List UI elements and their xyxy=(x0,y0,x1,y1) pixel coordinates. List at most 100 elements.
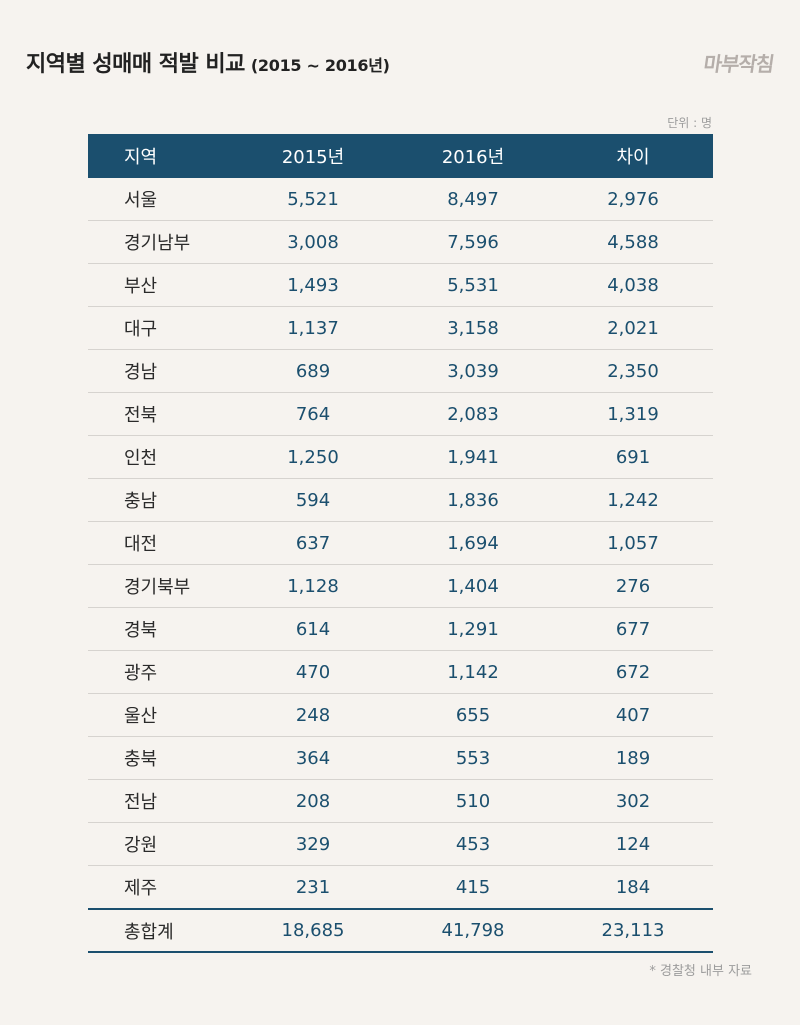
cell-value-2016: 2,083 xyxy=(447,403,499,425)
table-row: 경북 614 1,291 677 xyxy=(88,608,713,651)
cell-value-2016: 553 xyxy=(455,747,491,769)
cell-value-diff: 1,319 xyxy=(607,403,659,425)
header-diff: 차이 xyxy=(616,147,650,168)
table-header: 지역 2015년 2016년 차이 xyxy=(88,134,713,178)
cell-value-2016: 1,142 xyxy=(447,661,499,683)
cell-value-diff: 1,242 xyxy=(607,489,659,511)
cell-value-2016: 5,531 xyxy=(447,274,499,296)
cell-value-diff: 2,350 xyxy=(607,360,659,382)
cell-value-2015: 329 xyxy=(295,833,331,855)
cell-value-diff: 1,057 xyxy=(607,532,659,554)
cell-value-diff: 2,976 xyxy=(607,188,659,210)
cell-value-2015: 1,250 xyxy=(287,446,339,468)
cell-region: 경기북부 xyxy=(124,577,191,598)
cell-value-diff: 276 xyxy=(615,575,651,597)
table-row: 울산 248 655 407 xyxy=(88,694,713,737)
cell-value-diff: 124 xyxy=(615,833,651,855)
cell-value-2015: 1,128 xyxy=(287,575,339,597)
cell-value-diff: 4,038 xyxy=(607,274,659,296)
chart-subtitle: (2015 ~ 2016년) xyxy=(250,56,390,75)
cell-value-2015: 594 xyxy=(295,489,331,511)
cell-region: 강원 xyxy=(124,835,158,856)
cell-value-2015: 3,008 xyxy=(287,231,339,253)
cell-value-2015: 764 xyxy=(295,403,331,425)
cell-value-2016: 7,596 xyxy=(447,231,499,253)
cell-value-2015: 614 xyxy=(295,618,331,640)
table-row: 전북 764 2,083 1,319 xyxy=(88,393,713,436)
cell-region: 울산 xyxy=(124,706,158,727)
cell-region: 대구 xyxy=(124,319,158,340)
cell-value-diff: 189 xyxy=(615,747,651,769)
header-2015: 2015년 xyxy=(281,147,345,168)
cell-value-2016: 453 xyxy=(455,833,491,855)
table-row: 강원 329 453 124 xyxy=(88,823,713,866)
table-row: 서울 5,521 8,497 2,976 xyxy=(88,178,713,221)
cell-region: 부산 xyxy=(124,276,158,297)
total-diff: 23,113 xyxy=(601,920,665,941)
cell-value-2016: 1,404 xyxy=(447,575,499,597)
cell-value-diff: 2,021 xyxy=(607,317,659,339)
cell-region: 경기남부 xyxy=(124,233,191,254)
cell-value-2016: 655 xyxy=(455,704,491,726)
header-region: 지역 xyxy=(124,147,158,168)
table-row: 전남 208 510 302 xyxy=(88,780,713,823)
table-row: 부산 1,493 5,531 4,038 xyxy=(88,264,713,307)
table-row: 인천 1,250 1,941 691 xyxy=(88,436,713,479)
cell-region: 서울 xyxy=(124,190,158,211)
cell-value-2015: 637 xyxy=(295,532,331,554)
unit-label: 단위 : 명 xyxy=(667,116,712,130)
table-row: 대구 1,137 3,158 2,021 xyxy=(88,307,713,350)
cell-value-2016: 510 xyxy=(455,790,491,812)
cell-value-diff: 672 xyxy=(615,661,651,683)
chart-title: 지역별 성매매 적발 비교 xyxy=(26,52,245,77)
cell-value-diff: 407 xyxy=(615,704,651,726)
cell-value-2015: 208 xyxy=(295,790,331,812)
table-row: 경기북부 1,128 1,404 276 xyxy=(88,565,713,608)
cell-value-diff: 677 xyxy=(615,618,651,640)
cell-region: 전북 xyxy=(124,405,158,426)
cell-value-2016: 3,039 xyxy=(447,360,499,382)
cell-value-diff: 691 xyxy=(615,446,651,468)
table-row: 대전 637 1,694 1,057 xyxy=(88,522,713,565)
cell-value-2015: 689 xyxy=(295,360,331,382)
cell-value-2015: 231 xyxy=(295,876,331,898)
cell-value-2015: 1,493 xyxy=(287,274,339,296)
cell-region: 대전 xyxy=(124,534,158,555)
cell-value-2015: 470 xyxy=(295,661,331,683)
total-label: 총합계 xyxy=(124,921,174,943)
total-row: 총합계 18,685 41,798 23,113 xyxy=(88,908,713,953)
cell-value-2016: 1,836 xyxy=(447,489,499,511)
cell-value-2015: 364 xyxy=(295,747,331,769)
table-row: 제주 231 415 184 xyxy=(88,866,713,908)
source-note: * 경찰청 내부 자료 xyxy=(649,964,752,979)
cell-value-diff: 184 xyxy=(615,876,651,898)
cell-value-diff: 302 xyxy=(615,790,651,812)
cell-value-2015: 5,521 xyxy=(287,188,339,210)
cell-value-2016: 1,694 xyxy=(447,532,499,554)
table-row: 경남 689 3,039 2,350 xyxy=(88,350,713,393)
cell-region: 경북 xyxy=(124,620,158,641)
cell-value-2016: 1,291 xyxy=(447,618,499,640)
data-table: 지역 2015년 2016년 차이 서울 5,521 8,497 2,976 경기남부 3… xyxy=(88,134,713,953)
table-row: 광주 470 1,142 672 xyxy=(88,651,713,694)
cell-region: 경남 xyxy=(124,362,158,383)
cell-value-2016: 415 xyxy=(455,876,491,898)
cell-region: 충남 xyxy=(124,491,158,512)
cell-value-2015: 248 xyxy=(295,704,331,726)
cell-region: 제주 xyxy=(124,878,158,899)
total-2016: 41,798 xyxy=(441,920,505,941)
cell-value-diff: 4,588 xyxy=(607,231,659,253)
table-row: 충북 364 553 189 xyxy=(88,737,713,780)
cell-region: 인천 xyxy=(124,448,158,469)
table-body: 서울 5,521 8,497 2,976 경기남부 3,008 7,596 4,588 부산 1,… xyxy=(88,178,713,908)
table-row: 경기남부 3,008 7,596 4,588 xyxy=(88,221,713,264)
cell-value-2016: 3,158 xyxy=(447,317,499,339)
cell-region: 충북 xyxy=(124,749,158,770)
chart-title-group: 지역별 성매매 적발 비교 (2015 ~ 2016년) xyxy=(26,46,390,78)
brand-logo: 마부작침 xyxy=(702,52,776,76)
total-2015: 18,685 xyxy=(281,920,345,941)
cell-value-2015: 1,137 xyxy=(287,317,339,339)
cell-value-2016: 1,941 xyxy=(447,446,499,468)
header-2016: 2016년 xyxy=(441,147,505,168)
cell-region: 광주 xyxy=(124,663,158,684)
